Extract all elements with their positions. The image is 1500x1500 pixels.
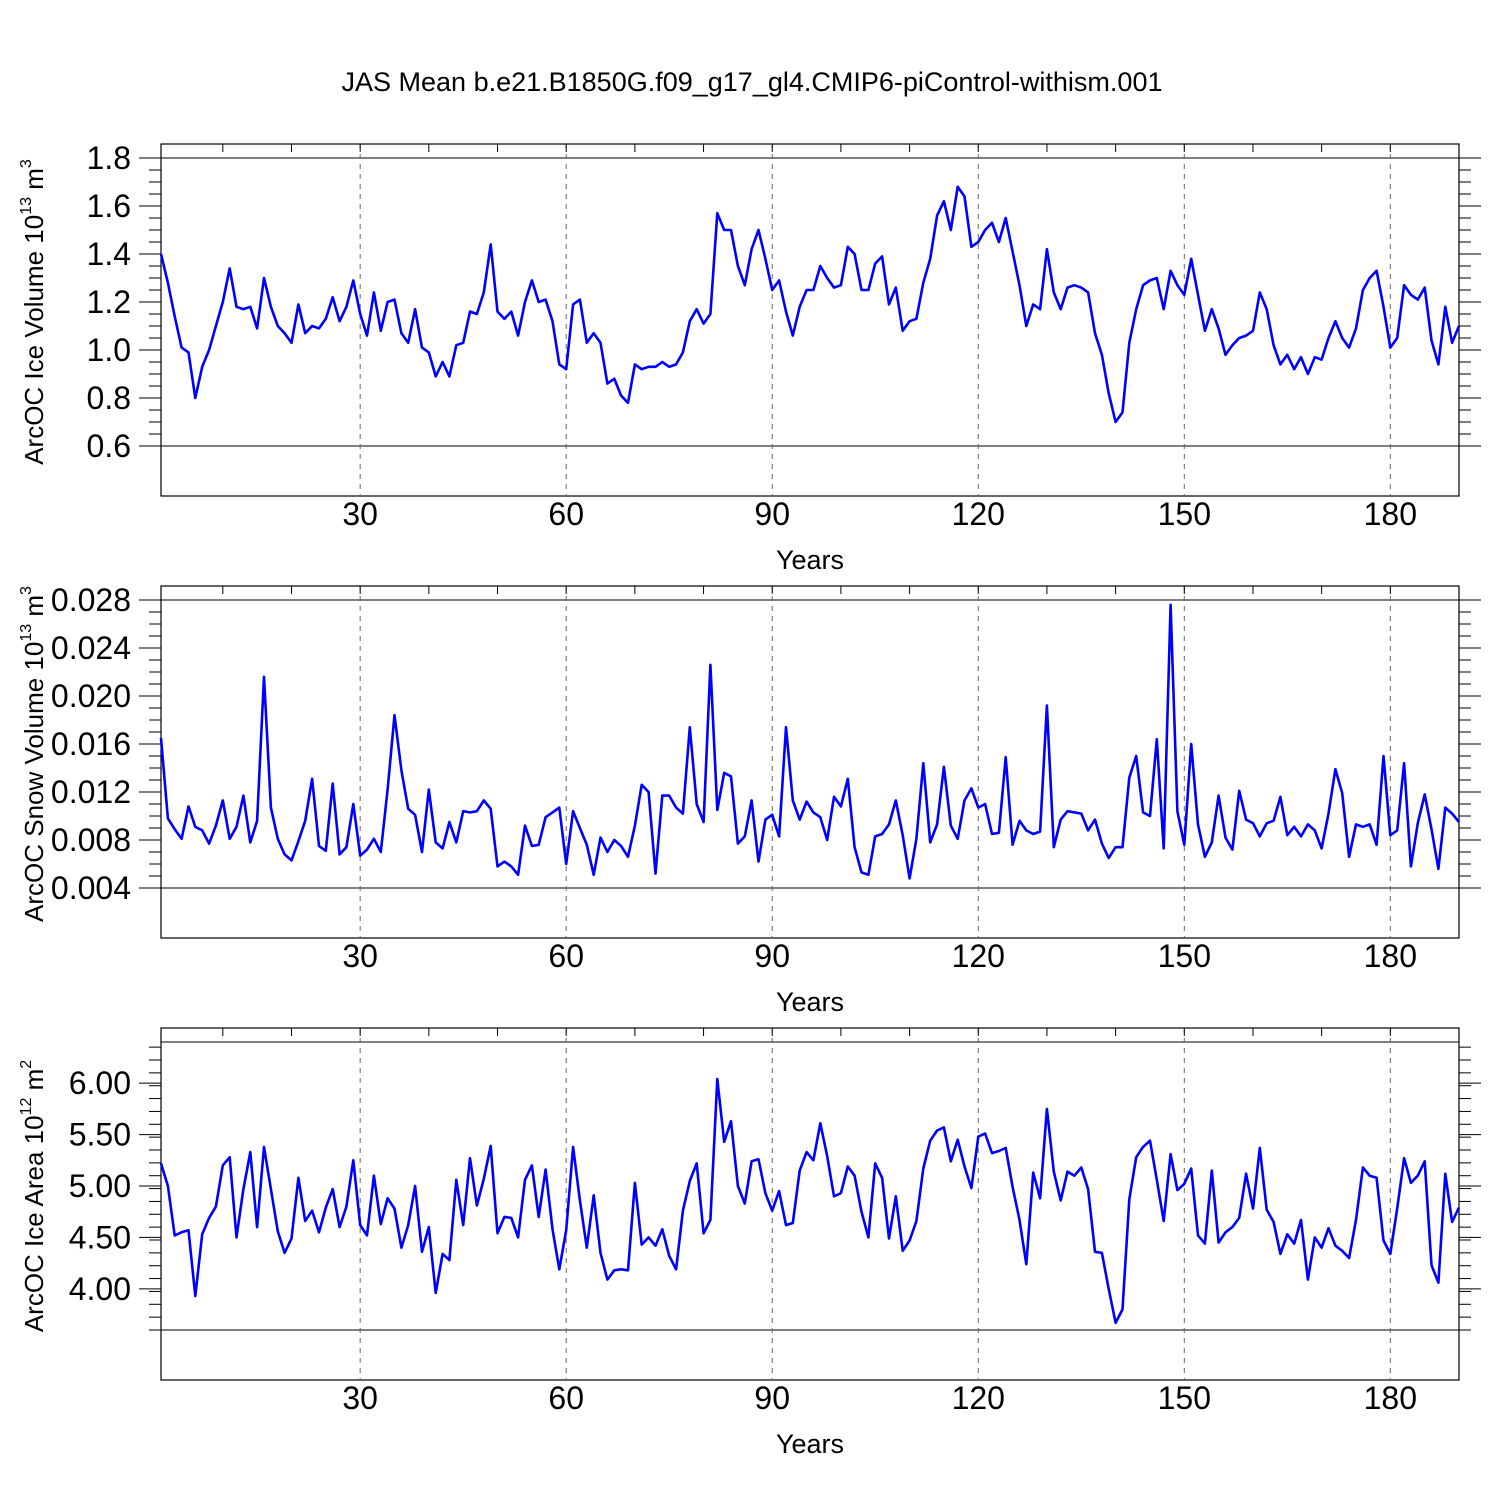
y-tick-label: 1.8 [87, 140, 131, 176]
x-tick-label: 120 [952, 938, 1005, 974]
x-axis-label: Years [776, 1429, 844, 1459]
panel-ice-area: 30 60 90 120 150 180 Years 4.00 4.50 5.00 5.50 6.00… [18, 1027, 1481, 1459]
x-tick-label: 90 [754, 1380, 790, 1416]
series-line-ice-volume [159, 185, 1461, 424]
x-tick-label: 30 [342, 938, 378, 974]
y-tick-label: 0.016 [51, 726, 131, 762]
outer-frame [160, 143, 1460, 497]
series-line-snow-volume [159, 603, 1461, 880]
y-tick-label: 0.028 [51, 582, 131, 618]
y-tick-label: 1.4 [87, 236, 131, 272]
x-tick-label: 90 [754, 496, 790, 532]
x-tick-label: 120 [952, 1380, 1005, 1416]
x-tick-label: 120 [952, 496, 1005, 532]
y-tick-label: 0.020 [51, 678, 131, 714]
outer-frame [160, 585, 1460, 939]
y-tick-label: 6.00 [69, 1065, 131, 1101]
y-tick-label: 5.50 [69, 1117, 131, 1153]
x-tick-label: 30 [342, 496, 378, 532]
y-tick-label: 1.0 [87, 332, 131, 368]
y-tick-label: 1.2 [87, 284, 131, 320]
series-line-ice-area [159, 1077, 1461, 1325]
y-tick-label: 0.8 [87, 380, 131, 416]
y-tick-label: 4.50 [69, 1219, 131, 1255]
x-tick-label: 180 [1364, 496, 1417, 532]
y-tick-label: 0.012 [51, 774, 131, 810]
x-tick-label: 180 [1364, 938, 1417, 974]
x-axis-label: Years [776, 545, 844, 575]
y-tick-label: 0.024 [51, 630, 131, 666]
y-tick-label: 0.008 [51, 822, 131, 858]
y-tick-label: 1.6 [87, 188, 131, 224]
chart-title: JAS Mean b.e21.B1850G.f09_g17_gl4.CMIP6-… [342, 67, 1163, 97]
x-tick-label: 150 [1158, 1380, 1211, 1416]
x-tick-label: 60 [548, 1380, 584, 1416]
y-axis-label: ArcOC Snow Volume 1013 m3 [18, 586, 49, 922]
outer-frame [160, 1027, 1460, 1381]
x-tick-label: 60 [548, 496, 584, 532]
y-tick-label: 4.00 [69, 1271, 131, 1307]
y-tick-label: 0.004 [51, 870, 131, 906]
x-tick-label: 90 [754, 938, 790, 974]
x-tick-label: 60 [548, 938, 584, 974]
x-tick-label: 150 [1158, 938, 1211, 974]
x-tick-label: 30 [342, 1380, 378, 1416]
x-tick-label: 150 [1158, 496, 1211, 532]
y-tick-label: 0.6 [87, 428, 131, 464]
panel-snow-volume: 30 60 90 120 150 180 Years 0.004 0.008 0.012 0.016… [18, 582, 1481, 1017]
y-axis-label: ArcOC Ice Volume 1013 m3 [18, 159, 49, 465]
x-axis-label: Years [776, 987, 844, 1017]
y-tick-label: 5.00 [69, 1168, 131, 1204]
panel-ice-volume: 30 60 90 120 150 180 Years 0.6 0.8 1.0 1.2 1.4 1.6 1.… [18, 140, 1481, 575]
x-tick-label: 180 [1364, 1380, 1417, 1416]
y-axis-label: ArcOC Ice Area 1012 m2 [18, 1060, 49, 1332]
